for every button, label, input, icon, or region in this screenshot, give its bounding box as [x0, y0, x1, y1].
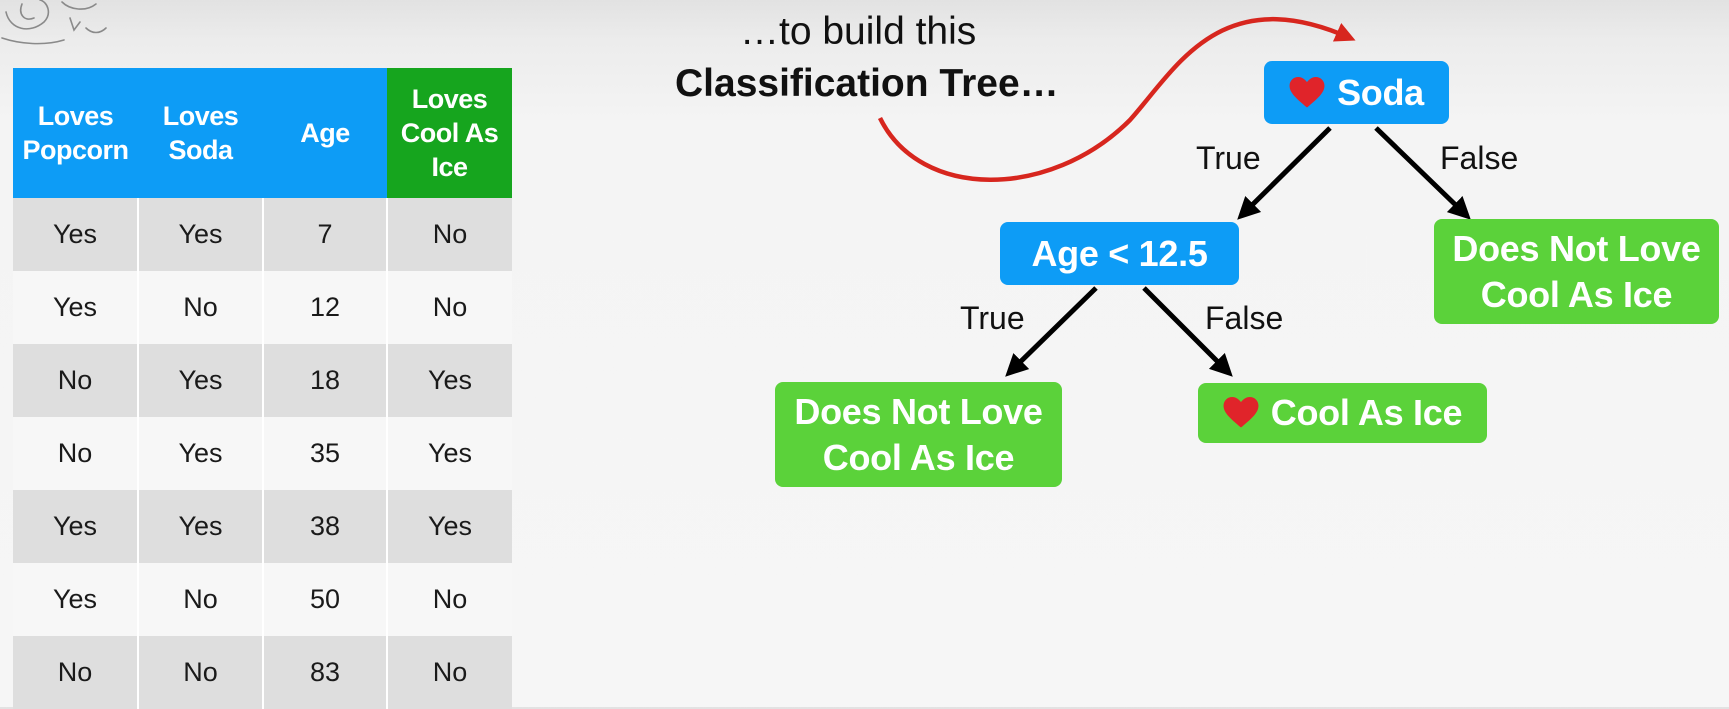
leaf-right: Does Not Love Cool As Ice [1434, 219, 1719, 324]
branch-label-root-false: False [1440, 140, 1519, 176]
table-row: Yes No 50 No [13, 563, 512, 636]
table-cell: No [13, 417, 139, 490]
table-cell: 38 [263, 490, 388, 563]
table-row: No Yes 35 Yes [13, 417, 512, 490]
table-cell: Yes [138, 490, 264, 563]
table-cell: Yes [387, 417, 512, 490]
leaf-middle: Cool As Ice [1198, 383, 1487, 443]
table-cell: No [387, 198, 512, 271]
table-cell: Yes [13, 490, 139, 563]
table-cell: Yes [387, 490, 512, 563]
table-cell: Yes [138, 417, 264, 490]
table-cell: Yes [13, 198, 139, 271]
root-node-soda: Soda [1264, 61, 1449, 124]
table-cell: Yes [13, 563, 139, 636]
age-node: Age < 12.5 [1000, 222, 1239, 285]
table-cell: No [138, 271, 264, 344]
table-cell: No [138, 636, 264, 709]
leaf-left-line1: Does Not Love [794, 390, 1043, 432]
age-node-label: Age < 12.5 [1031, 232, 1208, 274]
table-cell: Yes [13, 271, 139, 344]
table-cell: No [138, 563, 264, 636]
leaf-left: Does Not Love Cool As Ice [775, 382, 1062, 487]
table-row: No No 83 No [13, 636, 512, 709]
caption-line-2: Classification Tree… [675, 62, 1059, 105]
table-row: Yes No 12 No [13, 271, 512, 344]
table-cell: 12 [263, 271, 388, 344]
header-loves-soda: Loves Soda [138, 68, 263, 198]
leaf-middle-label: Cool As Ice [1270, 392, 1463, 433]
table-cell: Yes [138, 344, 264, 417]
header-age: Age [263, 68, 387, 198]
table-cell: No [387, 563, 512, 636]
table-cell: No [13, 344, 139, 417]
heart-icon [1223, 397, 1259, 429]
table-cell: 7 [263, 198, 388, 271]
header-loves-popcorn: Loves Popcorn [13, 68, 138, 198]
header-row: Loves Popcorn Loves Soda Age Loves Cool As I… [13, 68, 512, 198]
caption-line-1: …to build this [740, 10, 977, 53]
table-row: No Yes 18 Yes [13, 344, 512, 417]
header-loves-cool-as-ice: Loves Cool As Ice [387, 68, 512, 198]
table-cell: 35 [263, 417, 388, 490]
table-body: Yes Yes 7 No Yes No 12 No No Yes 18 Yes No Yes 35 Yes Ye… [13, 198, 512, 709]
heart-icon [1289, 76, 1325, 109]
branch-label-root-true: True [1196, 140, 1261, 176]
table-cell: 18 [263, 344, 388, 417]
table-cell: No [387, 636, 512, 709]
leaf-right-line1: Does Not Love [1452, 227, 1701, 269]
branch-label-age-false: False [1205, 300, 1284, 336]
table-cell: Yes [387, 344, 512, 417]
root-node-label: Soda [1337, 71, 1424, 113]
table-row: Yes Yes 38 Yes [13, 490, 512, 563]
table-cell: Yes [138, 198, 264, 271]
data-table: Loves Popcorn Loves Soda Age Loves Cool As I… [13, 68, 512, 709]
branch-label-age-true: True [960, 300, 1025, 336]
leaf-left-line2: Cool As Ice [822, 436, 1015, 478]
table-cell: No [13, 636, 139, 709]
table-cell: No [387, 271, 512, 344]
table-row: Yes Yes 7 No [13, 198, 512, 271]
doodle-logo [1, 0, 107, 45]
leaf-right-line2: Cool As Ice [1480, 273, 1673, 315]
table-cell: 83 [263, 636, 388, 709]
table-cell: 50 [263, 563, 388, 636]
